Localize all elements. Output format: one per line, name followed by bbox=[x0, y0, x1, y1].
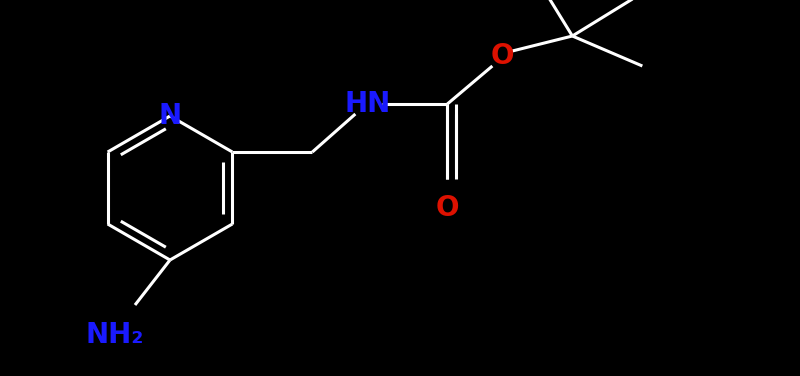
Text: NH₂: NH₂ bbox=[86, 321, 144, 349]
Text: N: N bbox=[158, 102, 182, 130]
Text: O: O bbox=[490, 42, 514, 70]
Text: HN: HN bbox=[344, 90, 390, 118]
Text: O: O bbox=[436, 194, 459, 222]
